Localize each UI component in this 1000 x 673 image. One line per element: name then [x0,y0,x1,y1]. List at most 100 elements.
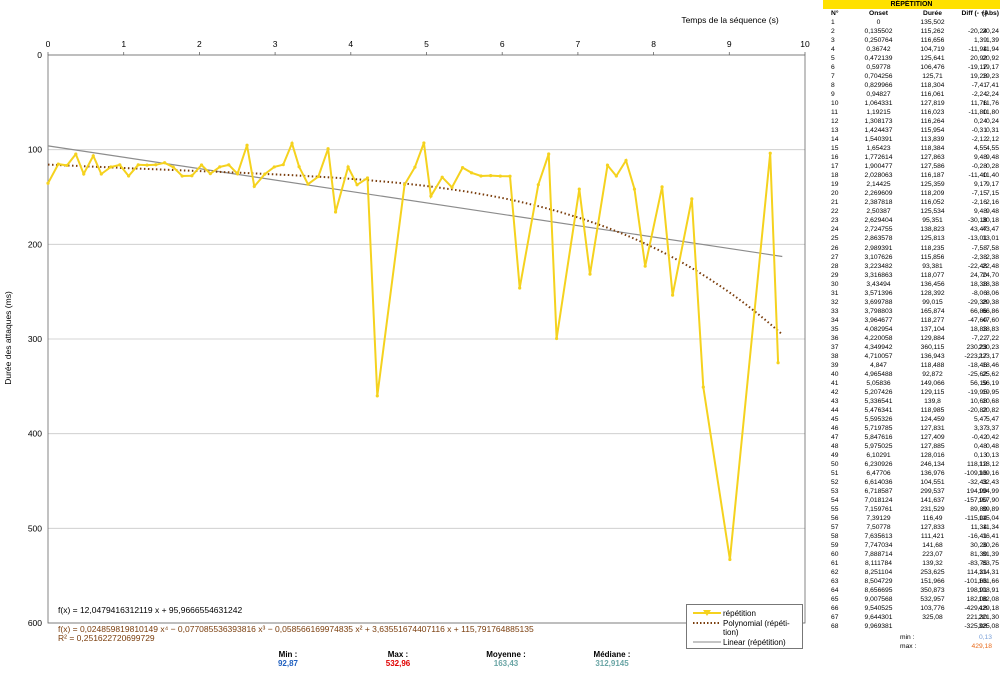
table-cell: 104,551 [920,479,945,487]
table-cell: 151,966 [920,578,945,586]
table-cell: 532,957 [920,596,945,604]
table-cell: 114,31 [979,569,999,577]
data-point [660,185,664,189]
data-point [624,158,628,163]
table-cell: 5,336541 [864,397,893,405]
table-cell: 0,472139 [864,55,893,63]
stat-max: Max : 532,96 [372,650,424,668]
table-cell: 325,08 [922,614,943,622]
table-cell: 116,061 [920,91,945,99]
table-cell: 2,989391 [864,244,893,252]
table-cell: 118,985 [920,406,945,414]
stat-mediane-label: Médiane : [593,650,631,659]
table-cell: 141,637 [920,497,945,505]
table-cell: 182,08 [966,596,987,604]
table-cell: 66,86 [970,307,987,315]
table-cell: -0,28 [971,163,987,171]
data-point [518,286,522,290]
table-row: 17 1,900477 127,586 -0,28 0,28 [823,163,1000,171]
table-cell: 221,30 [978,614,999,622]
table-cell: 125,813 [920,235,945,243]
table-cell: 0,829966 [864,82,893,90]
table-row: 5 0,472139 125,641 20,92 20,92 [823,55,1000,63]
table-cell: 18 [831,172,839,180]
x-tick-label: 9 [727,39,732,49]
table-row: 44 5,476341 118,985 -20,82 20,82 [823,407,1000,415]
table-cell: 129,115 [920,388,945,396]
data-point [227,163,231,167]
table-cell: 10,68 [982,397,999,405]
table-cell: 31 [831,289,839,297]
table-cell: 3,43494 [866,280,891,288]
table-row: 58 7,635613 111,421 -16,41 16,41 [823,533,1000,541]
table-cell: 4,220058 [864,334,893,342]
table-row: 48 5,975025 127,885 0,48 0,48 [823,443,1000,451]
table-cell: 93,381 [922,262,943,270]
table-row: 66 9,540525 103,776 -429,18 429,18 [823,605,1000,613]
table-row: 57 7,50778 127,833 11,34 11,34 [823,524,1000,532]
table-cell: 99,015 [922,298,943,306]
table-row: 63 8,504729 151,966 -101,66 101,66 [823,578,1000,586]
table-cell: 5,975025 [864,442,893,450]
stat-min: Min : 92,87 [262,650,314,668]
table-cell: 19,23 [982,73,999,81]
table-min: min : 0,13 [900,634,992,641]
table-cell: 127,586 [920,163,945,171]
table-row: 68 9,969381 -325,08 325,08 [823,623,1000,631]
table-cell: 0,36742 [866,46,891,54]
table-cell: 116,052 [920,199,945,207]
table-cell: 30,26 [982,542,999,550]
table-cell: 22 [831,208,839,216]
table-cell: 47,60 [982,316,999,324]
table-cell: 20,92 [970,55,987,63]
table-cell: 0,135502 [864,28,893,36]
table-row: 39 4,847 118,488 -18,46 18,46 [823,362,1000,370]
table-cell: -25,62 [968,370,987,378]
table-cell: 0,48 [985,442,999,450]
table-cell: 1,424437 [864,127,893,135]
linear-trendline [47,145,783,258]
table-cell: 115,954 [920,127,945,135]
table-cell: 40 [831,370,839,378]
data-point [479,174,483,178]
table-cell: 41 [831,379,839,387]
table-cell: 24,70 [982,271,999,279]
table-cell: 429,18 [978,605,999,613]
table-cell: 24 [831,226,839,234]
table-cell: 8,06 [985,289,999,297]
table-cell: -0,42 [971,433,987,441]
table-cell: 11,76 [982,100,999,108]
table-row: 62 8,251104 253,625 114,31 114,31 [823,569,1000,577]
data-point [316,174,320,179]
table-cell: 3,107626 [864,253,893,261]
table-cell: 3,699788 [864,298,893,306]
table-cell: 129,884 [920,334,945,342]
table-row: 43 5,336541 139,8 10,68 10,68 [823,398,1000,406]
data-point [375,394,379,398]
table-cell: 89,89 [970,506,987,514]
y-tick-label: 300 [28,334,42,344]
table-cell: 58 [831,533,839,541]
legend-item-polynomial: Polynomial (répéti-tion) [691,619,798,637]
table-cell: 116,187 [920,172,945,180]
table-cell: 10 [831,100,839,108]
table-cell: -101,66 [964,578,987,586]
table-cell: 50 [831,460,839,468]
x-tick-label: 6 [500,39,505,49]
table-cell: 3 [831,37,835,45]
table-cell: 2,50387 [866,208,891,216]
data-point [82,172,86,176]
data-point [547,152,551,156]
table-cell: 15 [831,145,839,153]
table-row: 47 5,847616 127,409 -0,42 0,42 [823,434,1000,442]
table-cell: 139,8 [924,397,941,405]
data-point [671,293,675,297]
table-row: 56 7,39129 116,49 -115,04 115,04 [823,515,1000,523]
table-cell: 116,264 [920,118,945,126]
table-cell: 43,47 [970,226,987,234]
table-row: 30 3,43494 136,456 18,38 18,38 [823,281,1000,289]
table-row: 42 5,207426 129,115 -19,95 19,95 [823,389,1000,397]
table-cell: 7,018124 [864,497,893,505]
data-point [208,172,212,176]
table-row: 9 0,94827 116,061 -2,24 2,24 [823,91,1000,99]
